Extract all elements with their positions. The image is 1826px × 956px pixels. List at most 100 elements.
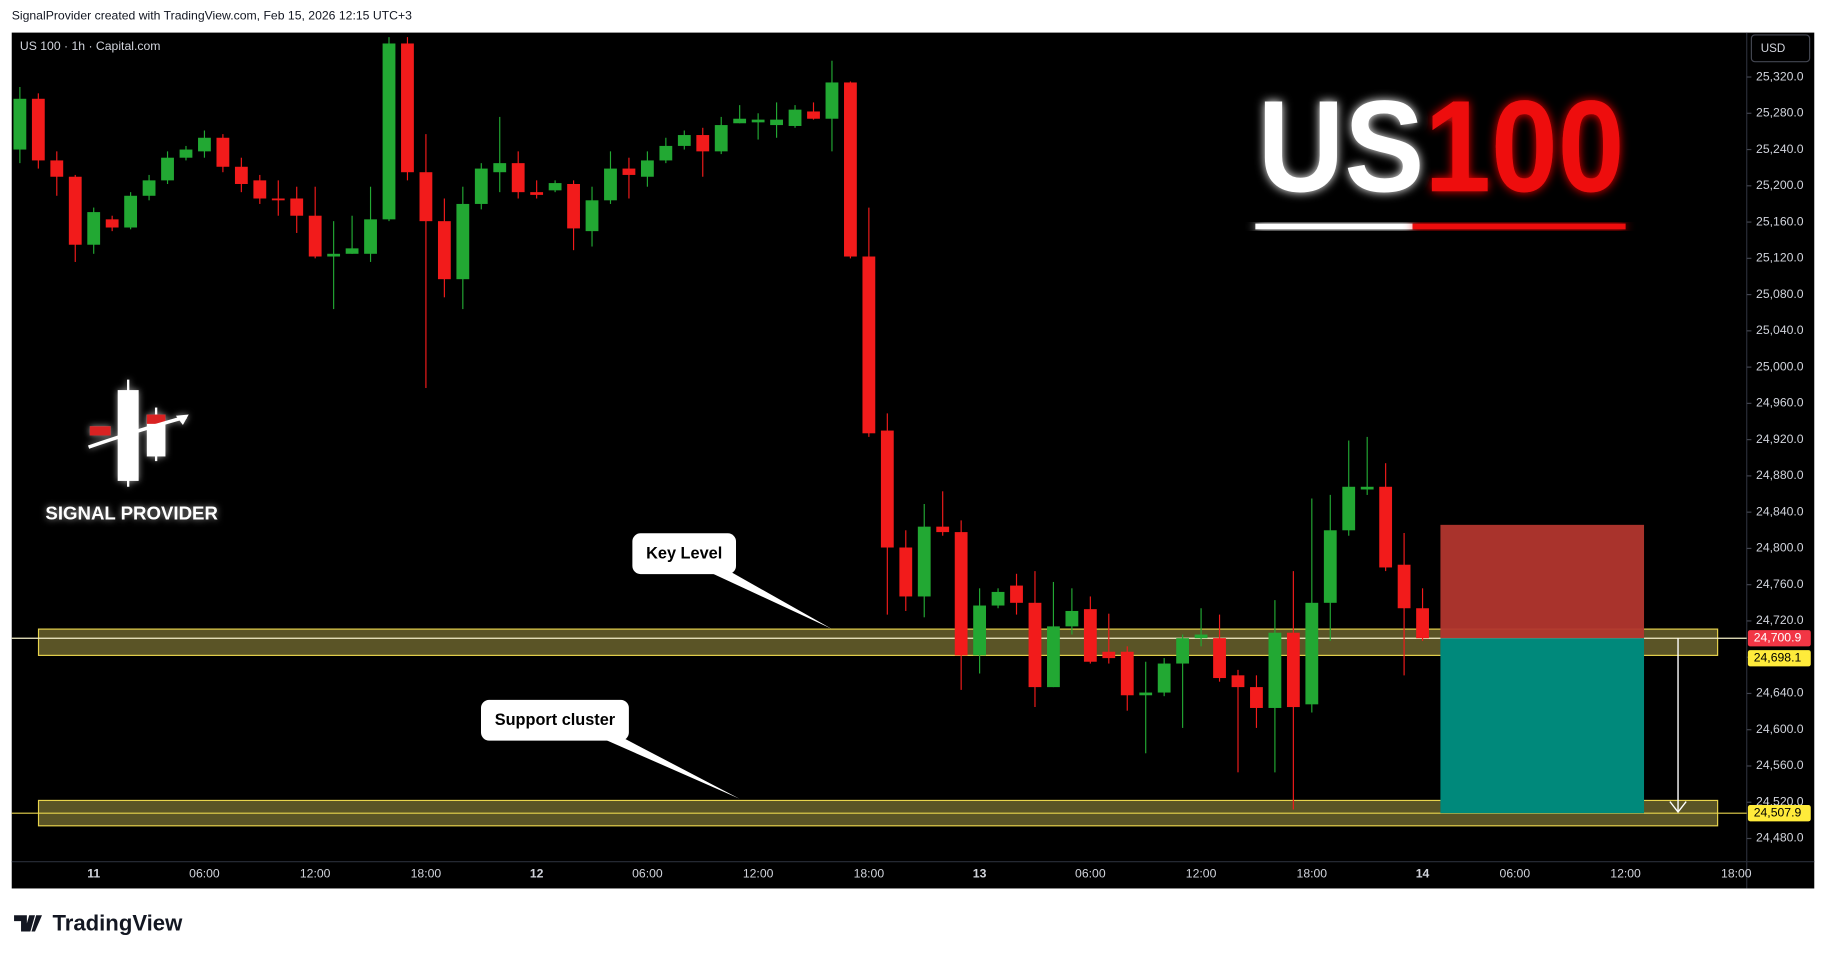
candle-body bbox=[530, 192, 544, 195]
y-tick-label: 24,840.0 bbox=[1756, 504, 1804, 518]
candle-body bbox=[124, 195, 138, 228]
candle-body bbox=[253, 180, 267, 199]
y-tick-label: 25,080.0 bbox=[1756, 287, 1804, 301]
price-tag-label: 24,700.9 bbox=[1754, 630, 1802, 644]
candle-body bbox=[677, 135, 691, 146]
price-tag-label: 24,698.1 bbox=[1754, 650, 1802, 664]
y-tick-label: 24,480.0 bbox=[1756, 831, 1804, 845]
y-tick-label: 25,280.0 bbox=[1756, 106, 1804, 120]
logo-mark bbox=[89, 426, 111, 436]
candle-body bbox=[401, 43, 414, 173]
candle-body bbox=[364, 219, 377, 254]
y-tick-label: 24,760.0 bbox=[1756, 577, 1804, 591]
candle-body bbox=[419, 172, 433, 222]
candle-body bbox=[991, 591, 1005, 606]
candle-body bbox=[770, 119, 783, 126]
candle-body bbox=[825, 82, 839, 119]
candle-body bbox=[1102, 651, 1116, 659]
x-tick-label: 18:00 bbox=[411, 867, 442, 881]
candle-body bbox=[751, 119, 765, 123]
y-tick-label: 25,200.0 bbox=[1756, 178, 1804, 192]
y-tick-label: 24,560.0 bbox=[1756, 758, 1804, 772]
y-tick-label: 24,920.0 bbox=[1756, 432, 1804, 446]
candle-body bbox=[1323, 530, 1337, 603]
symbol-label: US 100 · 1h · Capital.com bbox=[20, 39, 161, 53]
price-tag bbox=[1747, 650, 1811, 667]
candle-body bbox=[234, 166, 248, 184]
candle-body bbox=[1010, 585, 1023, 603]
big-title: US100 bbox=[1258, 74, 1625, 220]
candle-body bbox=[659, 145, 673, 161]
candle-body bbox=[1028, 602, 1042, 688]
candle-body bbox=[1286, 632, 1300, 708]
candle-body bbox=[1250, 687, 1263, 708]
title-underline bbox=[1255, 223, 1413, 230]
candle-body bbox=[1083, 609, 1097, 662]
candle-body bbox=[290, 198, 304, 216]
candle-body bbox=[1379, 486, 1393, 568]
currency: USD bbox=[1761, 42, 1786, 55]
logo-mark bbox=[146, 414, 166, 424]
candle-body bbox=[1416, 608, 1429, 639]
x-tick-label: 12:00 bbox=[1610, 867, 1641, 881]
candle-body bbox=[87, 212, 101, 245]
x-tick-label: 18:00 bbox=[1721, 867, 1752, 881]
x-tick-label: 11 bbox=[87, 867, 100, 881]
callout-label: Support cluster bbox=[495, 711, 616, 729]
candle-body bbox=[1268, 632, 1282, 708]
brand-logo bbox=[87, 379, 189, 487]
title: US bbox=[1258, 74, 1425, 220]
callout-label: Key Level bbox=[646, 545, 722, 563]
candle-body bbox=[345, 248, 359, 254]
candle-body bbox=[456, 203, 470, 280]
y-tick-label: 24,720.0 bbox=[1756, 613, 1804, 627]
currency-box bbox=[1750, 34, 1811, 63]
candle-body bbox=[198, 137, 211, 152]
title-underline-red bbox=[1412, 223, 1626, 230]
y-tick-label: 24,600.0 bbox=[1756, 722, 1804, 736]
candle-body bbox=[493, 163, 507, 173]
candle-body bbox=[880, 430, 894, 548]
y-tick-label: 24,640.0 bbox=[1756, 686, 1804, 700]
y-tick-label: 25,120.0 bbox=[1756, 251, 1804, 265]
x-tick-label: 06:00 bbox=[189, 867, 220, 881]
candle-body bbox=[142, 180, 156, 196]
title-highlight: 100 bbox=[1424, 74, 1624, 220]
y-tick-label: 25,320.0 bbox=[1756, 69, 1804, 83]
candle-body bbox=[1194, 634, 1208, 639]
brand-name: SIGNAL PROVIDER bbox=[45, 503, 218, 524]
candle-body bbox=[807, 111, 820, 119]
plot: 24,480.0 24,520.0 24,560.0 24,600.0 24,640.0… bbox=[11, 37, 1811, 881]
candle-body bbox=[511, 163, 525, 193]
candle-body bbox=[179, 149, 193, 158]
candle-body bbox=[788, 109, 802, 126]
candle-body bbox=[640, 160, 654, 177]
footer-text: TradingView bbox=[52, 910, 183, 935]
candle-body bbox=[917, 526, 931, 597]
candle-body bbox=[1360, 486, 1374, 490]
price-tag bbox=[1747, 630, 1811, 647]
x-tick-label: 12:00 bbox=[743, 867, 774, 881]
candle-body bbox=[271, 198, 285, 201]
x-tick-label: 14 bbox=[1416, 867, 1430, 881]
logo-arrow-head bbox=[175, 414, 189, 426]
callout-box bbox=[480, 699, 629, 741]
x-tick-label: 12:00 bbox=[1186, 867, 1217, 881]
x-tick-label: 18:00 bbox=[854, 867, 885, 881]
target-arrow-head bbox=[1669, 801, 1687, 814]
candle-body bbox=[437, 221, 451, 280]
candle-body bbox=[714, 125, 728, 152]
candle-body bbox=[1047, 626, 1060, 688]
price-tag bbox=[1747, 805, 1811, 822]
candle-body bbox=[696, 135, 710, 152]
logo-arrow bbox=[87, 415, 187, 449]
x-tick-label: 06:00 bbox=[1500, 867, 1531, 881]
price-tag-label: 24,507.9 bbox=[1754, 805, 1802, 819]
candle-body bbox=[13, 98, 27, 150]
y-tick-label: 25,000.0 bbox=[1756, 359, 1804, 373]
candle-body bbox=[604, 168, 617, 201]
candle-body bbox=[1139, 692, 1153, 696]
y-tick-label: 25,040.0 bbox=[1756, 323, 1804, 337]
y-tick-label: 24,520.0 bbox=[1756, 794, 1804, 808]
